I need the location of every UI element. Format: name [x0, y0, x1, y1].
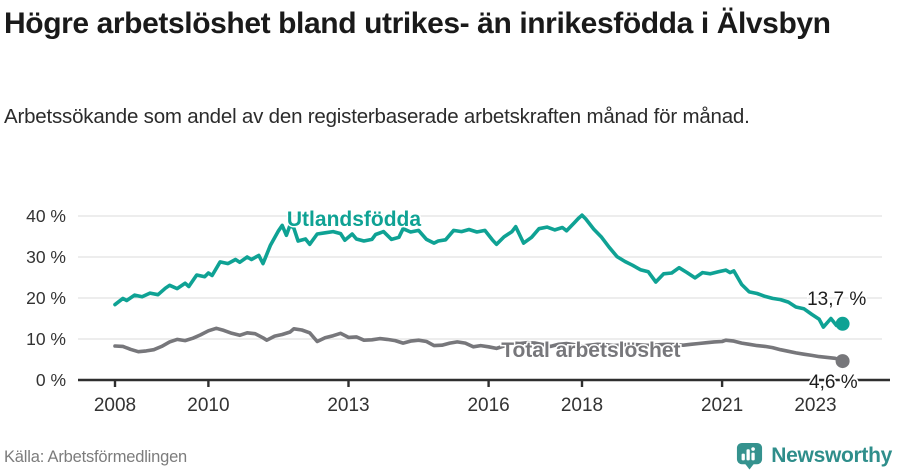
x-tick-label: 2013 — [327, 395, 369, 416]
y-axis: 0 % 10 % 20 % 30 % 40 % — [26, 206, 882, 390]
line-chart: 0 %10 %20 %30 %40 %2008 2010 2013 2016 2018 2… — [26, 206, 890, 416]
newsworthy-icon — [737, 442, 763, 470]
y-tick-label: 30 % — [26, 247, 66, 267]
x-axis: 2008 2010 2013 2016 2018 2021 2023 — [78, 378, 890, 416]
annotation: Total arbetslöshet — [501, 339, 680, 362]
series-line-total-arbetsl-shet — [113, 326, 845, 363]
annotation: 4,6 % — [809, 372, 858, 393]
annotation: 13,7 % — [807, 289, 866, 310]
series-line-utlandsf-dda — [113, 213, 845, 329]
newsworthy-logo: Newsworthy — [735, 441, 892, 471]
y-tick-label: 40 % — [26, 206, 66, 226]
y-tick-label: 20 % — [26, 288, 66, 308]
chart-subtitle: Arbetssökande som andel av den registerb… — [4, 105, 750, 128]
x-tick-label: 2016 — [467, 395, 509, 416]
x-tick-label: 2018 — [561, 395, 603, 416]
x-tick-label: 2023 — [794, 395, 836, 416]
end-dot-utlandsf-dda — [835, 316, 850, 331]
end-dot-total-arbetsl-shet — [835, 354, 850, 369]
page-title: Högre arbetslöshet bland utrikes- än inr… — [4, 7, 831, 40]
newsworthy-wordmark: Newsworthy — [771, 444, 892, 467]
x-tick-label: 2021 — [701, 395, 743, 416]
y-tick-label: 0 % — [36, 370, 66, 390]
annotation: Utlandsfödda — [287, 208, 421, 231]
source-note: Källa: Arbetsförmedlingen — [4, 448, 188, 466]
y-tick-label: 10 % — [26, 329, 66, 349]
x-tick-label: 2010 — [187, 395, 229, 416]
x-tick-label: 2008 — [94, 395, 136, 416]
